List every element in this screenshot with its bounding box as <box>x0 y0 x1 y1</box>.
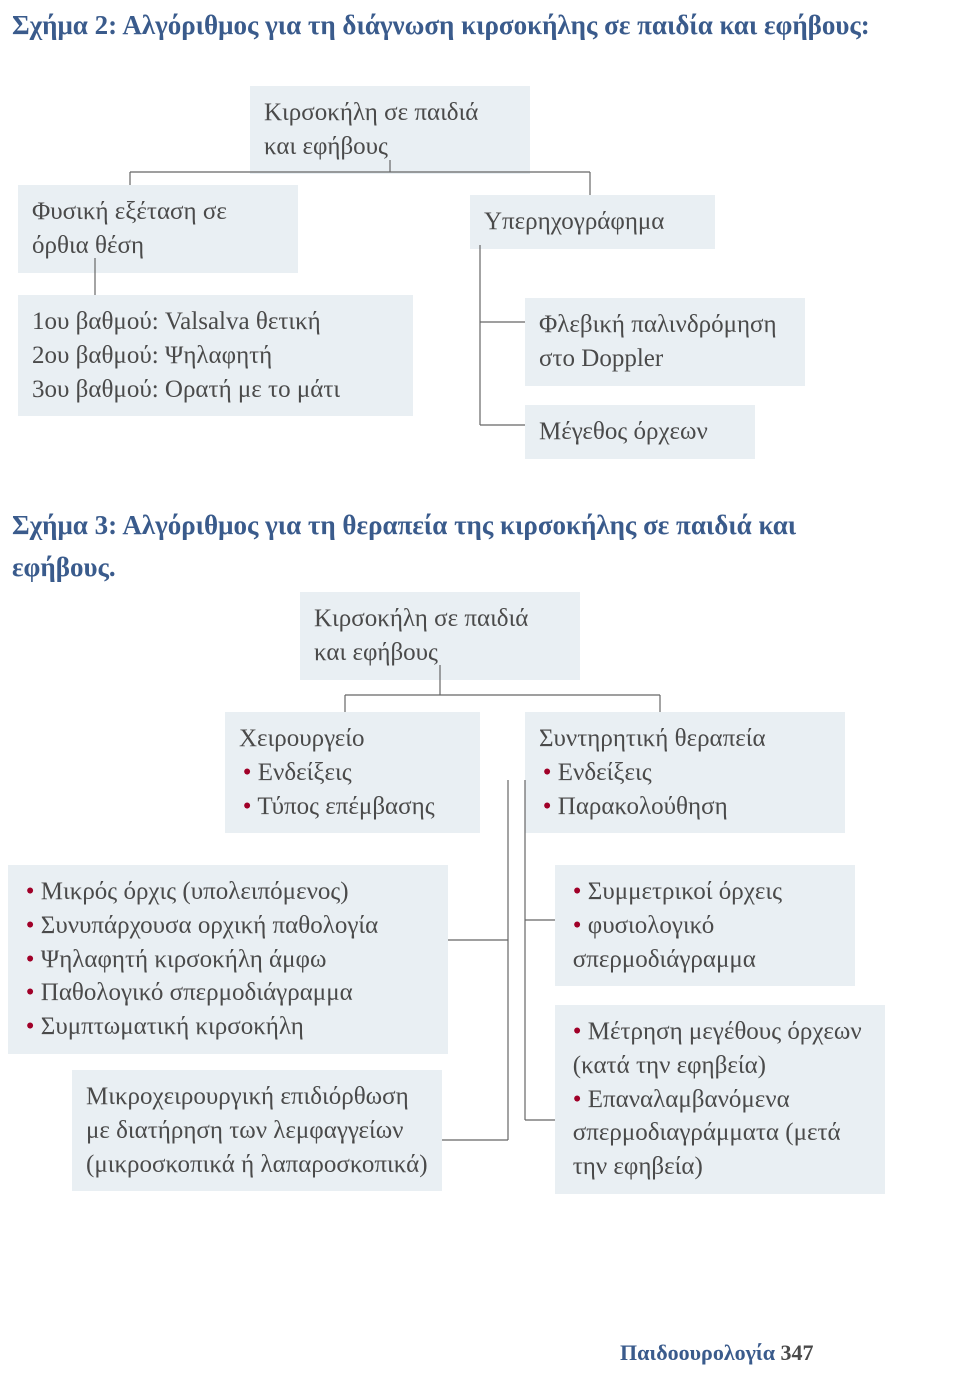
fig3-surgery-b2: Τύπος επέμβασης <box>239 790 466 824</box>
fig3-indic-b1: Μικρός όρχις (υπολειπόμενος) <box>22 875 434 909</box>
fig3-indic-b5: Συμπτωματική κιρσοκήλη <box>22 1010 434 1044</box>
fig2-grade1: 1ου βαθμού: Valsalva θετική <box>32 305 399 339</box>
fig3-indications-box: Μικρός όρχις (υπολειπόμενος) Συνυπάρχουσ… <box>8 865 448 1054</box>
fig3-surgery-b1: Ενδείξεις <box>239 756 466 790</box>
fig2-title: Σχήμα 2: Αλγόριθμος για τη διάγνωση κιρσ… <box>12 5 902 47</box>
fig3-symmetric-box: Συμμετρικοί όρχεις φυσιολογικό σπερμοδιά… <box>555 865 855 986</box>
fig3-root-box: Κιρσοκήλη σε παιδιά και εφήβους <box>300 592 580 680</box>
fig3-microsurgery-box: Μικροχειρουργική επι­διόρθωση με διατήρη… <box>72 1070 442 1191</box>
fig3-indic-b4: Παθολογικό σπερμοδιάγραμμα <box>22 976 434 1010</box>
fig2-exam-text: Φυσική εξέταση σε όρθια θέση <box>32 195 284 263</box>
fig2-doppler-text: Φλεβική παλινδρό­μηση στο Doppler <box>539 308 791 376</box>
fig2-root-text: Κιρσοκήλη σε παιδιά και εφήβους <box>264 96 516 164</box>
fig3-root-text: Κιρσοκήλη σε παιδιά και εφήβους <box>314 602 566 670</box>
fig3-sym-b1: Συμμετρικοί όρχεις <box>569 875 841 909</box>
fig2-grade3: 3ου βαθμού: Ορατή με το μάτι <box>32 373 399 407</box>
fig3-conserv-b2: Παρακολούθηση <box>539 790 831 824</box>
fig3-fu-b1: Μέτρηση μεγέθους όρχεων (κατά την εφηβεί… <box>569 1015 871 1083</box>
fig3-title: Σχήμα 3: Αλγόριθμος για τη θεραπεία της … <box>12 505 902 589</box>
fig3-surgery-box: Χειρουργείο Ενδείξεις Τύπος επέμβασης <box>225 712 480 833</box>
footer-label: Παιδοουρολογία <box>620 1340 775 1365</box>
page: Σχήμα 2: Αλγόριθμος για τη διάγνωση κιρσ… <box>0 0 960 1389</box>
fig2-grades-box: 1ου βαθμού: Valsalva θετική 2ου βαθμού: … <box>18 295 413 416</box>
fig3-indic-b2: Συνυπάρχουσα ορχική παθολογία <box>22 909 434 943</box>
fig2-size-box: Μέγεθος όρχεων <box>525 405 755 459</box>
fig2-size-text: Μέγεθος όρχεων <box>539 415 741 449</box>
fig3-micro-text: Μικροχειρουργική επι­διόρθωση με διατήρη… <box>86 1080 428 1181</box>
fig3-fu-b2: Επαναλαμβανόμενα σπερμοδιαγράμματα (μετά… <box>569 1083 871 1184</box>
fig2-ultrasound-box: Υπερηχογράφημα <box>470 195 715 249</box>
fig2-grade2: 2ου βαθμού: Ψηλαφητή <box>32 339 399 373</box>
fig3-followup-box: Μέτρηση μεγέθους όρχεων (κατά την εφηβεί… <box>555 1005 885 1194</box>
fig3-surgery-head: Χειρουργείο <box>239 722 466 756</box>
fig3-conserv-head: Συντηρητική θεραπεία <box>539 722 831 756</box>
fig3-conserv-b1: Ενδείξεις <box>539 756 831 790</box>
fig2-root-box: Κιρσοκήλη σε παιδιά και εφήβους <box>250 86 530 174</box>
fig3-sym-b2-l1: φυσιολογικό σπερμοδιάγραμμα <box>569 909 841 977</box>
fig3-indic-b3: Ψηλαφητή κιρσοκήλη άμφω <box>22 943 434 977</box>
fig2-exam-box: Φυσική εξέταση σε όρθια θέση <box>18 185 298 273</box>
footer-page: 347 <box>781 1340 814 1365</box>
page-footer: Παιδοουρολογία 347 <box>620 1340 814 1366</box>
fig2-doppler-box: Φλεβική παλινδρό­μηση στο Doppler <box>525 298 805 386</box>
fig3-conservative-box: Συντηρητική θεραπεία Ενδείξεις Παρακολού… <box>525 712 845 833</box>
fig2-ultrasound-text: Υπερηχογράφημα <box>484 205 701 239</box>
